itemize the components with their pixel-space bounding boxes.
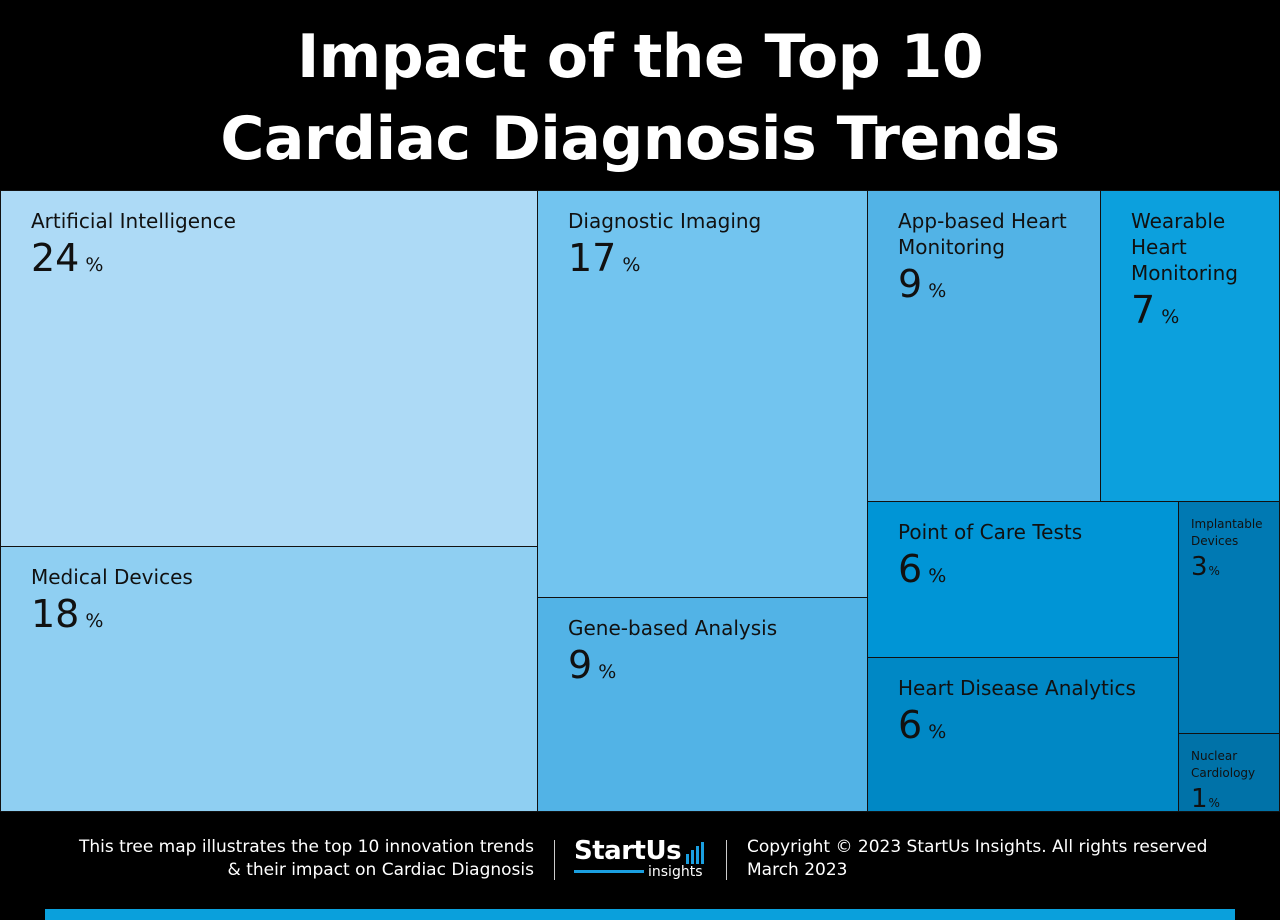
- logo-subtext: insights: [648, 864, 703, 880]
- tile-label: Gene-based Analysis: [568, 616, 778, 640]
- tile-value-number: 17: [568, 236, 617, 280]
- tile-label: Heart Disease Analytics: [898, 676, 1136, 700]
- chart-title: Impact of the Top 10 Cardiac Diagnosis T…: [0, 16, 1280, 180]
- tile-value: 1%: [1191, 784, 1220, 812]
- publish-date: March 2023: [747, 860, 848, 880]
- chart-title-line-1: Impact of the Top 10: [296, 22, 984, 92]
- footer-description: This tree map illustrates the top 10 inn…: [0, 836, 534, 882]
- tile-value: 6%: [898, 547, 946, 591]
- tile-value-number: 6: [898, 547, 923, 591]
- treemap-tile-implantable-devices: Implantable Devices 3%: [1178, 501, 1280, 734]
- tile-value-number: 7: [1131, 288, 1156, 332]
- treemap-tile-nuclear-cardiology: Nuclear Cardiology 1%: [1178, 733, 1280, 812]
- footer-description-line-2: & their impact on Cardiac Diagnosis: [227, 860, 534, 880]
- tile-value-number: 3: [1191, 552, 1208, 582]
- tile-value-unit: %: [928, 280, 947, 302]
- tile-value: 18%: [31, 592, 103, 636]
- logo-wordmark: StartUs: [574, 836, 682, 866]
- startus-insights-logo: StartUs insights: [572, 836, 712, 882]
- tile-value-unit: %: [85, 254, 104, 276]
- treemap: Artificial Intelligence 24% Medical Device…: [0, 190, 1280, 812]
- tile-label: Nuclear Cardiology: [1191, 749, 1256, 780]
- footer-copyright-block: Copyright © 2023 StartUs Insights. All r…: [747, 836, 1267, 882]
- tile-value-unit: %: [1161, 306, 1180, 328]
- treemap-tile-point-of-care-tests: Point of Care Tests 6%: [867, 501, 1179, 658]
- tile-value-unit: %: [928, 721, 947, 743]
- footer-description-line-1: This tree map illustrates the top 10 inn…: [78, 837, 534, 857]
- tile-value-number: 9: [568, 643, 593, 687]
- copyright-text: Copyright © 2023 StartUs Insights. All r…: [747, 837, 1208, 857]
- tile-value-number: 9: [898, 262, 923, 306]
- tile-value: 24%: [31, 236, 103, 280]
- footer-divider-right: [726, 840, 727, 880]
- tile-label: Point of Care Tests: [898, 520, 1083, 544]
- treemap-tile-diagnostic-imaging: Diagnostic Imaging 17%: [537, 190, 868, 598]
- treemap-tile-gene-based-analysis: Gene-based Analysis 9%: [537, 597, 868, 812]
- tile-value-number: 24: [31, 236, 80, 280]
- tile-value: 17%: [568, 236, 640, 280]
- chart-title-line-2: Cardiac Diagnosis Trends: [220, 104, 1060, 174]
- tile-label: Implantable Devices: [1191, 517, 1263, 548]
- treemap-tile-wearable-heart-monitoring: Wearable Heart Monitoring 7%: [1100, 190, 1280, 502]
- tile-value-unit: %: [1208, 564, 1220, 578]
- treemap-tile-medical-devices: Medical Devices 18%: [0, 546, 538, 812]
- treemap-tile-app-based-heart-monitoring: App-based Heart Monitoring 9%: [867, 190, 1101, 502]
- tile-value-unit: %: [1208, 796, 1220, 810]
- tile-value: 9%: [898, 262, 946, 306]
- bar-chart-icon: [686, 842, 704, 864]
- tile-value-number: 1: [1191, 784, 1208, 812]
- tile-label: Medical Devices: [31, 565, 193, 589]
- tile-value: 7%: [1131, 288, 1179, 332]
- tile-value-unit: %: [928, 565, 947, 587]
- logo-underline: [574, 870, 644, 873]
- tile-value-unit: %: [622, 254, 641, 276]
- tile-label: Artificial Intelligence: [31, 209, 236, 233]
- tile-label: Wearable Heart Monitoring: [1131, 209, 1238, 285]
- treemap-tile-artificial-intelligence: Artificial Intelligence 24%: [0, 190, 538, 547]
- tile-label: App-based Heart Monitoring: [898, 209, 1067, 259]
- tile-value-unit: %: [85, 610, 104, 632]
- tile-value-number: 6: [898, 703, 923, 747]
- tile-value: 3%: [1191, 552, 1220, 582]
- tile-label: Diagnostic Imaging: [568, 209, 762, 233]
- tile-value-unit: %: [598, 661, 617, 683]
- tile-value: 6%: [898, 703, 946, 747]
- treemap-tile-heart-disease-analytics: Heart Disease Analytics 6%: [867, 657, 1179, 812]
- footer-divider-left: [554, 840, 555, 880]
- bottom-accent-bar: [45, 909, 1235, 920]
- tile-value: 9%: [568, 643, 616, 687]
- tile-value-number: 18: [31, 592, 80, 636]
